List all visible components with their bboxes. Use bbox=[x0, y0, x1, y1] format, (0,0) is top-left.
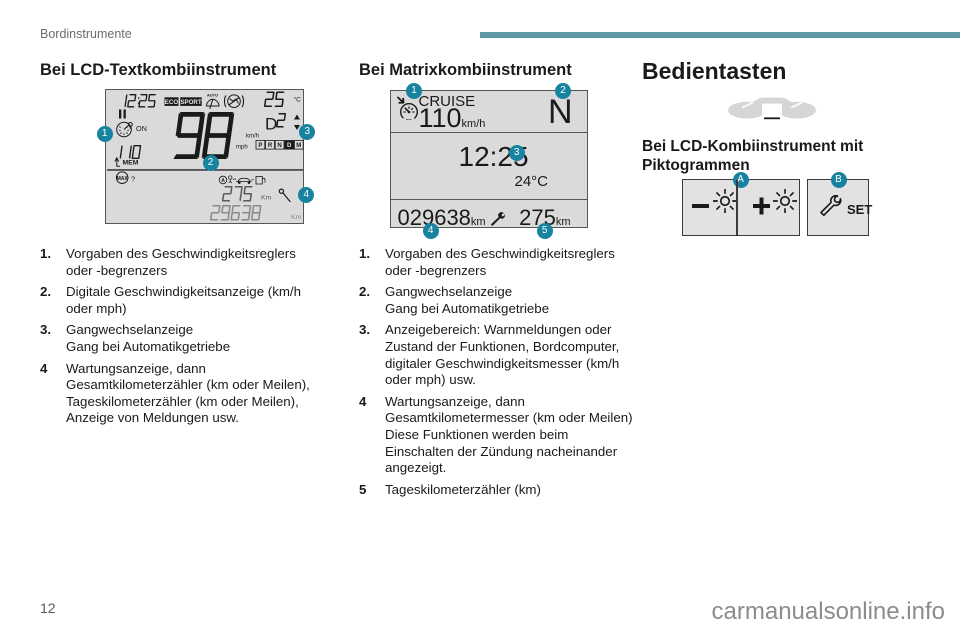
svg-text:km/h: km/h bbox=[246, 134, 259, 140]
svg-text:P: P bbox=[258, 143, 262, 149]
svg-text:MAX: MAX bbox=[117, 176, 129, 182]
svg-text:M: M bbox=[296, 143, 301, 149]
svg-text:Km: Km bbox=[291, 214, 302, 221]
svg-text:R: R bbox=[268, 143, 273, 149]
svg-text:A: A bbox=[221, 178, 225, 184]
svg-text:ON: ON bbox=[136, 124, 147, 133]
svg-text:D: D bbox=[265, 115, 277, 134]
svg-text:AUTO: AUTO bbox=[207, 93, 218, 98]
svg-text:mph: mph bbox=[236, 145, 248, 151]
svg-text:°C: °C bbox=[294, 95, 302, 103]
svg-text:N: N bbox=[277, 143, 281, 149]
svg-text:SPORT: SPORT bbox=[180, 99, 202, 106]
svg-text:?: ? bbox=[131, 175, 135, 184]
svg-text:ECO: ECO bbox=[165, 99, 179, 106]
svg-text:MEM: MEM bbox=[123, 160, 139, 167]
svg-text:D: D bbox=[287, 143, 292, 149]
svg-text:Km: Km bbox=[261, 195, 272, 202]
